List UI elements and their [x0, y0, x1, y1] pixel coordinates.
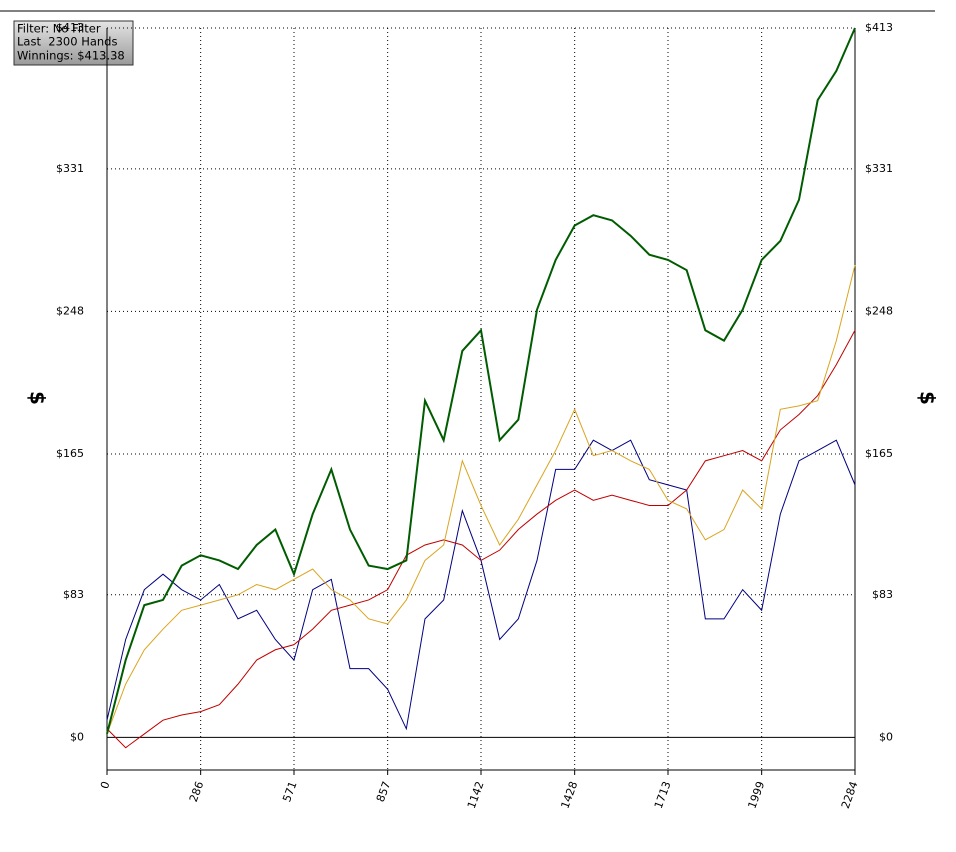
x-tick-label: 857 [374, 780, 393, 804]
y-tick-label: $83 [872, 588, 893, 601]
y-tick-label: $0 [70, 730, 84, 743]
info-text: Last 2300 Hands [17, 35, 117, 49]
y-tick-label: $248 [865, 304, 893, 317]
x-tick-label: 1999 [746, 780, 768, 811]
x-tick-label: 1428 [559, 780, 581, 811]
y-tick-label: $413 [56, 21, 84, 34]
x-tick-label: 2284 [839, 780, 861, 811]
y-tick-label: $165 [56, 447, 84, 460]
info-text: Filter: No Filter [17, 22, 101, 36]
series-line [106, 330, 856, 749]
y-tick-label: $331 [56, 162, 84, 175]
y-axis-label: $ [916, 391, 940, 405]
x-tick-label: 0 [98, 780, 113, 791]
info-text: Winnings: $413.38 [17, 49, 125, 63]
x-tick-label: 1142 [465, 780, 487, 811]
y-tick-label: $331 [865, 162, 893, 175]
info-box [13, 20, 134, 66]
y-axis-label: $ [26, 391, 50, 405]
series-line [106, 27, 856, 735]
y-tick-label: $165 [865, 447, 893, 460]
x-tick-label: 571 [280, 780, 299, 804]
y-tick-label: $413 [865, 21, 893, 34]
y-tick-label: $83 [63, 588, 84, 601]
y-tick-label: $248 [56, 304, 84, 317]
x-tick-label: 286 [187, 780, 206, 804]
series-line [106, 264, 856, 735]
y-tick-label: $0 [879, 730, 893, 743]
x-tick-label: 1713 [652, 780, 674, 811]
